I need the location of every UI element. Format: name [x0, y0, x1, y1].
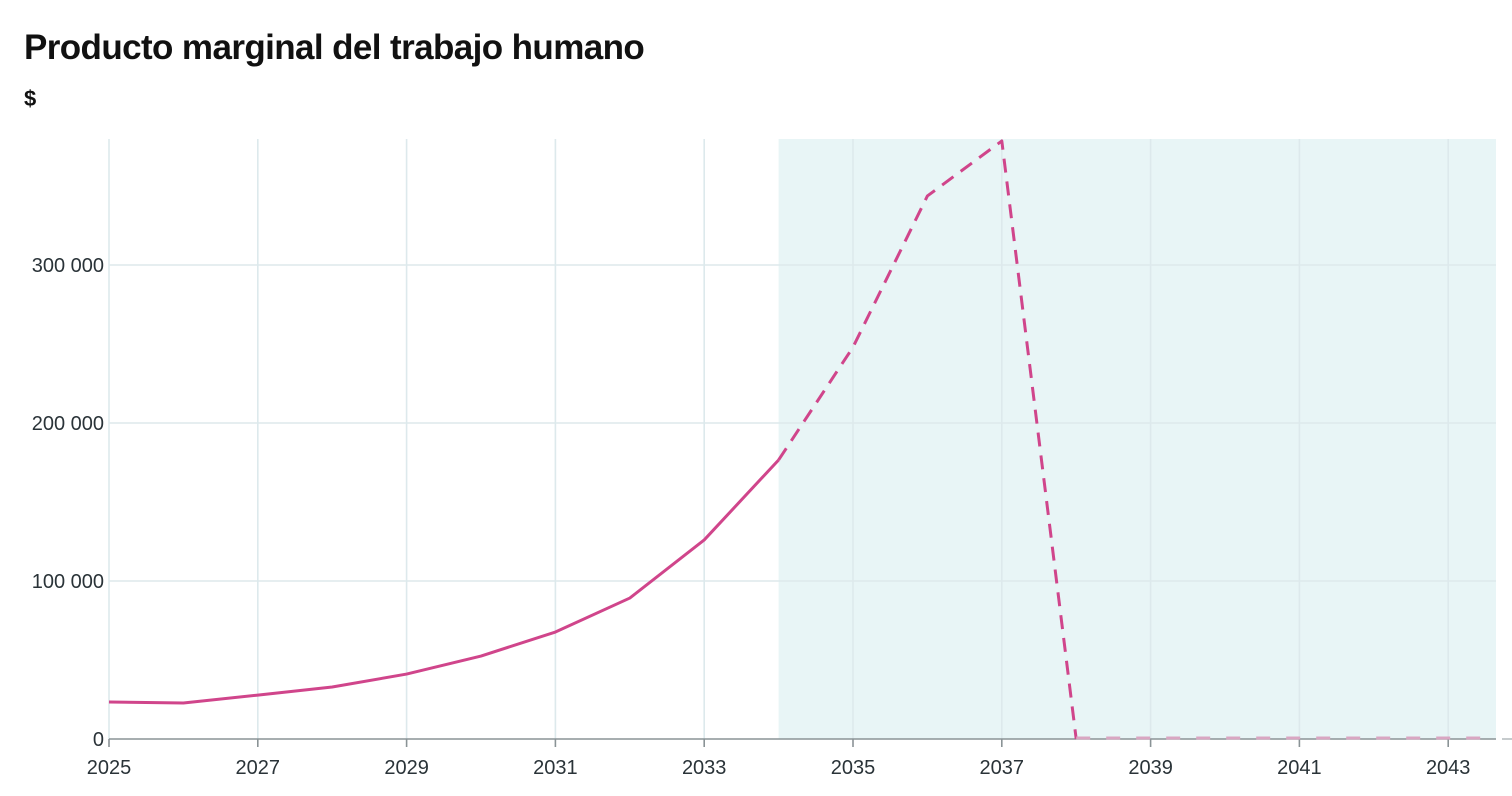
y-tick-label: 100 000: [32, 571, 104, 593]
grid-lines: [108, 139, 1496, 739]
x-tick-label: 2035: [831, 757, 876, 779]
x-tick-label: 2033: [682, 757, 727, 779]
x-tick-label: 2037: [980, 757, 1025, 779]
y-tick-label: 200 000: [32, 413, 104, 435]
y-axis-unit-label: $: [24, 86, 37, 111]
x-tick-label: 2031: [533, 757, 578, 779]
x-axis: 2025 2027 2029 2031 2033 2035 2037 2039 2041 2043: [87, 738, 1512, 779]
projection-shaded-region: [778, 139, 1496, 739]
projection-line: [777, 139, 1078, 740]
x-tick-label: 2041: [1277, 757, 1322, 779]
y-tick-label: 300 000: [32, 255, 104, 277]
forecast-band: [778, 139, 1496, 739]
chart-title: Producto marginal del trabajo humano: [24, 28, 645, 67]
x-tick-label: 2043: [1426, 757, 1471, 779]
data-lines: [108, 139, 1493, 740]
y-tick-label: 0: [93, 729, 104, 751]
x-tick-label: 2025: [87, 757, 132, 779]
x-tick-label: 2029: [384, 757, 429, 779]
y-axis: 0 100 000 200 000 300 000: [32, 255, 104, 751]
historical-line: [108, 458, 780, 705]
x-tick-label: 2027: [236, 757, 281, 779]
x-tick-label: 2039: [1128, 757, 1173, 779]
